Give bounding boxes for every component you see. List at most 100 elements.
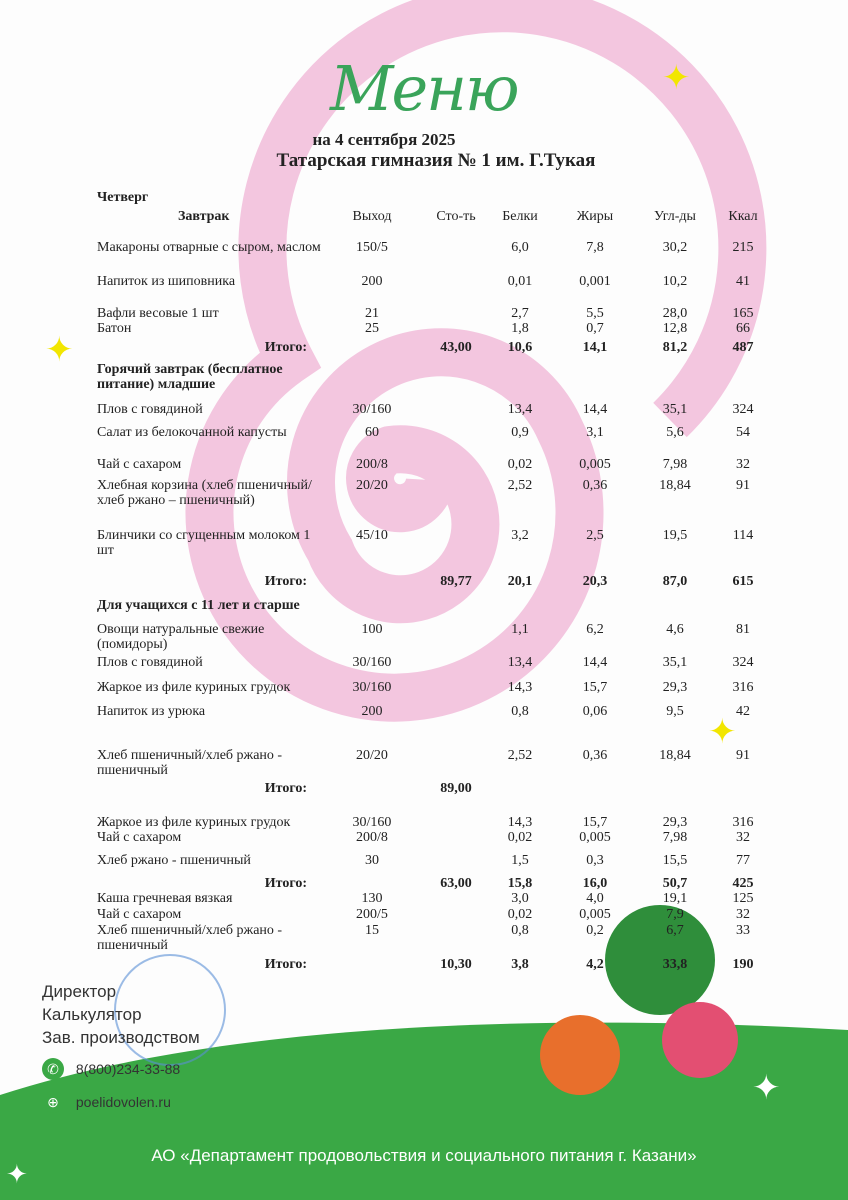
website-link[interactable]: poelidovolen.ru [75, 1094, 171, 1110]
fat-cell: 0,06 [582, 704, 608, 719]
dish-name: Итого: [264, 957, 307, 972]
protein-cell: 1,5 [511, 853, 529, 868]
cost-cell: 43,00 [440, 340, 472, 355]
kcal-cell: 32 [736, 907, 750, 922]
kcal-cell: 215 [732, 240, 754, 255]
yield-cell: 30/160 [352, 655, 392, 670]
carbs-cell: 50,7 [662, 876, 688, 891]
fat-cell: 14,1 [582, 340, 608, 355]
carbs-cell: 28,0 [662, 306, 688, 321]
cost-cell: 89,00 [440, 781, 472, 796]
kcal-cell: 316 [732, 680, 754, 695]
protein-cell: 13,4 [507, 402, 533, 417]
protein-cell: 15,8 [507, 876, 533, 891]
carbs-cell: 7,98 [662, 830, 688, 845]
menu-logo: Меню [330, 52, 520, 125]
carbs-cell: 35,1 [662, 655, 688, 670]
yield-cell: 150/5 [356, 240, 388, 255]
kcal-cell: 316 [732, 815, 754, 830]
fat-cell: 14,4 [582, 402, 608, 417]
carbs-cell: 4,6 [666, 622, 684, 637]
carbs-cell: 6,7 [666, 923, 684, 938]
fat-cell: 0,005 [579, 830, 611, 845]
cost-cell: 10,30 [440, 957, 472, 972]
protein-cell: 14,3 [507, 680, 533, 695]
sparkle-icon: ✦ [45, 332, 74, 369]
protein-cell: 1,8 [511, 321, 529, 336]
protein-cell: 0,02 [507, 457, 533, 472]
fat-cell: 0,7 [586, 321, 604, 336]
kcal-cell: 91 [736, 748, 750, 763]
yield-cell: 200/8 [356, 830, 388, 845]
phone-icon: ✆ [42, 1058, 64, 1080]
protein-cell: 14,3 [507, 815, 533, 830]
dish-name: Итого: [264, 340, 307, 355]
calculator-label: Калькулятор [42, 1005, 142, 1024]
yield-cell: 200 [361, 704, 383, 719]
fat-cell: 5,5 [586, 306, 604, 321]
dish-name: Напиток из урюка [97, 704, 206, 719]
protein-cell: 20,1 [507, 574, 533, 589]
kcal-cell: 77 [736, 853, 750, 868]
phone-contact: ✆ 8(800)234-33-88 [42, 1058, 180, 1080]
yield-cell: 60 [365, 425, 379, 440]
dish-name: Макароны отварные с сыром, маслом [97, 240, 321, 255]
protein-cell: 2,7 [511, 306, 529, 321]
sparkle-icon: ✦ [752, 1070, 781, 1107]
dish-name: Жаркое из филе куриных грудок [97, 815, 291, 830]
dish-name: Горячий завтрак (бесплатное питание) мла… [97, 362, 283, 392]
dish-name: Чай с сахаром [97, 830, 182, 845]
carbs-cell: 33,8 [662, 957, 688, 972]
kcal-cell: 32 [736, 830, 750, 845]
protein-cell: 2,52 [507, 748, 533, 763]
kcal-cell: 33 [736, 923, 750, 938]
kcal-cell: 324 [732, 402, 754, 417]
onion-character [540, 1015, 620, 1095]
kcal-cell: 41 [736, 274, 750, 289]
protein-cell: 6,0 [511, 240, 529, 255]
yield-cell: 30/160 [352, 680, 392, 695]
carbs-cell: 81,2 [662, 340, 688, 355]
cost-cell: 63,00 [440, 876, 472, 891]
dish-name: Вафли весовые 1 шт [97, 306, 219, 321]
dish-name: Итого: [264, 574, 307, 589]
yield-cell: 20/20 [356, 748, 388, 763]
dish-name: Чай с сахаром [97, 907, 182, 922]
fat-cell: 14,4 [582, 655, 608, 670]
kcal-cell: 42 [736, 704, 750, 719]
spiral-decoration [185, 0, 767, 722]
dish-name: Хлеб пшеничный/хлеб ржано - пшеничный [97, 923, 283, 953]
yield-cell: 45/10 [356, 528, 388, 543]
dish-name: Овощи натуральные свежие (помидоры) [97, 622, 265, 652]
broccoli-character [605, 905, 715, 1015]
fat-cell: 4,0 [586, 891, 604, 906]
carbs-cell: 18,84 [659, 748, 691, 763]
carbs-cell: 30,2 [662, 240, 688, 255]
kcal-cell: 66 [736, 321, 750, 336]
green-hill [0, 1022, 848, 1200]
fat-cell: 15,7 [582, 815, 608, 830]
dish-name: Батон [97, 321, 132, 336]
fat-cell: 0,3 [586, 853, 604, 868]
carbs-cell: 19,1 [662, 891, 688, 906]
carbs-cell: 18,84 [659, 478, 691, 493]
carbs-cell: 29,3 [662, 815, 688, 830]
dish-name: Блинчики со сгущенным молоком 1 шт [97, 528, 311, 558]
globe-icon: ⊕ [42, 1091, 64, 1113]
kcal-cell: 32 [736, 457, 750, 472]
dish-name: Салат из белокочанной капусты [97, 425, 287, 440]
kcal-cell: 114 [732, 528, 754, 543]
fat-cell: 4,2 [586, 957, 604, 972]
carbs-cell: 9,5 [666, 704, 684, 719]
kcal-cell: 54 [736, 425, 750, 440]
fat-cell: 6,2 [586, 622, 604, 637]
yield-cell: 21 [365, 306, 379, 321]
kcal-cell: 615 [732, 574, 754, 589]
dish-name: Итого: [264, 876, 307, 891]
fat-cell: 2,5 [586, 528, 604, 543]
yield-cell: 200/5 [356, 907, 388, 922]
protein-cell: 0,02 [507, 907, 533, 922]
kcal-cell: 487 [732, 340, 754, 355]
kcal-cell: 91 [736, 478, 750, 493]
